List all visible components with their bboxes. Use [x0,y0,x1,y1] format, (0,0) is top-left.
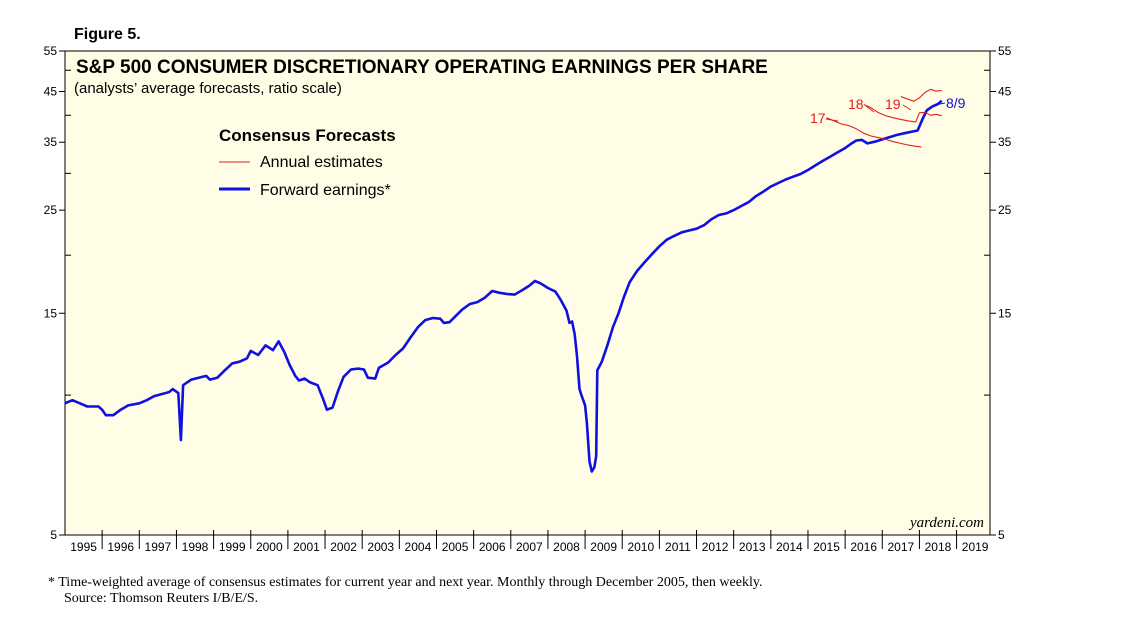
x-tick-label: 2002 [330,540,357,554]
y-tick-label-left: 35 [44,135,58,149]
x-tick-label: 2008 [553,540,580,554]
y-tick-label-left: 15 [44,306,58,320]
annotation-19-pointer [902,104,912,111]
chart-title: S&P 500 CONSUMER DISCRETIONARY OPERATING… [76,57,768,78]
x-tick-label: 2011 [665,540,691,554]
x-tick-label: 2019 [962,540,989,554]
x-tick-label: 1998 [182,540,209,554]
chart-subtitle: (analysts’ average forecasts, ratio scal… [74,80,342,97]
y-tick-label-left: 5 [50,528,57,542]
x-tick-label: 2004 [405,540,432,554]
x-tick-label: 2013 [739,540,766,554]
x-tick-label: 1999 [219,540,246,554]
x-tick-label: 2016 [850,540,877,554]
annotation-date: 8/9 [946,95,966,111]
legend-title: Consensus Forecasts [219,126,396,145]
annotation-18-pointer [865,105,875,113]
y-tick-label-right: 5 [998,528,1005,542]
x-tick-label: 2017 [887,540,914,554]
series-line-forward-earnings [64,99,943,473]
figure-label: Figure 5. [74,26,141,43]
annotation-17: 17 [810,110,826,126]
x-tick-label: 2012 [702,540,729,554]
x-tick-label: 2001 [293,540,320,554]
watermark: yardeni.com [908,515,984,531]
y-tick-label-right: 45 [998,85,1012,99]
x-tick-label: 2009 [590,540,617,554]
x-tick-label: 2007 [516,540,543,554]
annotation-17-pointer [825,118,839,122]
annotation-date-pointer [934,102,946,106]
x-tick-label: 2018 [925,540,952,554]
x-tick-label: 2014 [776,540,803,554]
legend-label-forward: Forward earnings* [260,182,391,199]
legend-label-annual: Annual estimates [260,154,383,171]
x-tick-label: 2003 [367,540,394,554]
y-tick-label-left: 55 [44,44,58,58]
annotation-18: 18 [848,96,864,112]
x-tick-label: 2015 [813,540,840,554]
series-line-annual-18 [863,103,942,123]
footnote-line-1: * Time-weighted average of consensus est… [48,575,762,590]
y-tick-label-left: 25 [44,203,58,217]
y-tick-label-right: 15 [998,306,1012,320]
series-layer [64,88,943,473]
x-tick-label: 1996 [107,540,134,554]
x-tick-label: 1995 [70,540,97,554]
y-tick-label-left: 45 [44,85,58,99]
annotation-19: 19 [885,96,901,112]
footnote-line-2: Source: Thomson Reuters I/B/E/S. [64,591,258,606]
y-tick-label-right: 55 [998,44,1012,58]
series-line-annual-19 [900,88,942,102]
y-tick-label-right: 35 [998,135,1012,149]
y-tick-label-right: 25 [998,203,1012,217]
x-tick-label: 2006 [479,540,506,554]
x-axis: 1995 1996 1997 1998 1999 2000 2001 2002 2003 2004… [64,530,989,554]
x-tick-label: 1997 [145,540,172,554]
x-tick-label: 2000 [256,540,283,554]
series-line-annual-17 [826,117,922,148]
x-tick-label: 2010 [627,540,654,554]
legend: Consensus Forecasts Annual estimates For… [219,126,396,199]
plot-area [64,50,991,536]
x-tick-label: 2005 [442,540,469,554]
